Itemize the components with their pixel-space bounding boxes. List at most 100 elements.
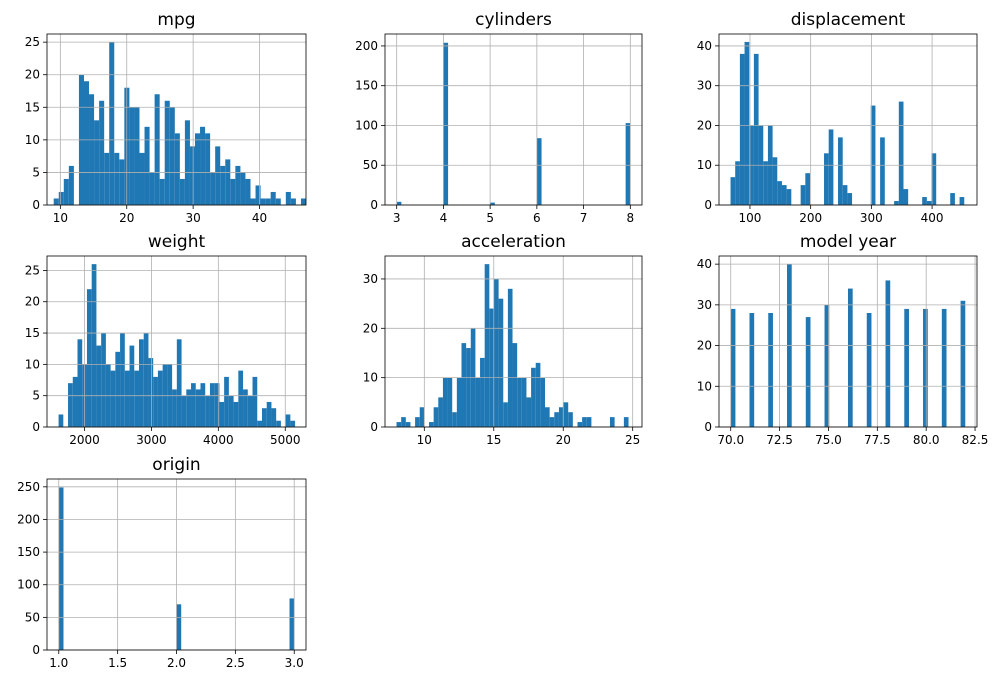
cylinders-ytick-label: 200 <box>355 39 378 53</box>
mpg-xtick-label: 40 <box>252 211 267 225</box>
weight-bar <box>261 408 267 427</box>
displacement-xtick-label: 400 <box>921 211 944 225</box>
weight-bar <box>243 389 248 427</box>
mpg-title: mpg <box>157 10 195 30</box>
acceleration-bar <box>489 308 494 427</box>
mpg-bar <box>139 152 145 205</box>
weight-bar <box>68 383 73 427</box>
weight-xtick-label: 2000 <box>69 433 100 447</box>
weight-bar <box>181 395 187 427</box>
weight-bar <box>200 383 206 427</box>
weight-bar <box>101 333 106 427</box>
acceleration-bar <box>545 407 550 427</box>
mpg-bar <box>215 146 221 205</box>
displacement-bar <box>763 161 768 205</box>
displacement-ytick-label: 20 <box>697 118 712 132</box>
mpg-bar <box>53 198 59 205</box>
acceleration-bar <box>433 407 439 427</box>
acceleration-bar <box>429 422 434 427</box>
acceleration-ytick-label: 0 <box>370 420 378 434</box>
cylinders-axes-frame <box>384 33 643 206</box>
acceleration-ytick-label: 30 <box>363 272 378 286</box>
mpg-bar <box>275 198 281 205</box>
mpg-ytick-label: 10 <box>25 133 40 147</box>
weight-ytick-label: 20 <box>25 295 40 309</box>
cylinders-ytick-label: 150 <box>355 79 378 93</box>
displacement-bar <box>847 193 853 205</box>
acceleration-bar <box>563 402 569 427</box>
panel-acceleration: 10 15 20 25 0 10 20 30 acceleration <box>363 232 643 447</box>
weight-bar <box>157 370 163 427</box>
displacement-ytick-label: 40 <box>697 39 712 53</box>
displacement-bar <box>926 201 932 205</box>
panel-origin: 1.0 1.5 2.0 2.5 3.0 0 50 100 150 200 250 origin <box>17 455 307 670</box>
weight-bar <box>115 351 121 427</box>
cylinders-bar <box>625 123 631 205</box>
weight-bar <box>91 264 97 427</box>
mpg-bar <box>174 133 180 205</box>
cylinders-xtick-label: 3 <box>393 211 401 225</box>
weight-bar <box>209 383 215 427</box>
mpg-xtick-label: 30 <box>185 211 200 225</box>
origin-bar <box>58 487 64 650</box>
weight-ytick-label: 25 <box>25 263 40 277</box>
origin-bar <box>289 598 295 650</box>
panel-mpg: 10 20 30 40 0 5 10 15 20 25 mpg <box>25 10 307 225</box>
weight-bar <box>195 389 201 427</box>
origin-ytick-label: 150 <box>17 545 40 559</box>
weight-xtick-label: 4000 <box>203 433 234 447</box>
acceleration-bar <box>507 288 513 427</box>
displacement-xtick-label: 200 <box>799 211 822 225</box>
mpg-bar <box>169 107 175 205</box>
weight-ytick-label: 10 <box>25 357 40 371</box>
weight-bar <box>110 370 116 427</box>
weight-bar <box>205 395 210 427</box>
weight-bar <box>186 389 192 427</box>
mpg-bar <box>300 198 306 205</box>
panel-cylinders: 3 4 5 6 7 8 0 50 100 150 200 cylinders <box>355 10 643 225</box>
weight-bar <box>271 408 277 427</box>
mpg-bar <box>134 107 140 205</box>
weight-title: weight <box>148 232 206 252</box>
displacement-bar <box>739 53 745 205</box>
acceleration-xtick-label: 25 <box>625 433 640 447</box>
acceleration-bar <box>623 417 629 427</box>
mpg-ytick-label: 5 <box>32 165 40 179</box>
acceleration-axes-frame <box>384 255 643 428</box>
mpg-bar <box>104 152 110 205</box>
weight-bar <box>96 345 102 427</box>
mpg-bar <box>83 81 90 205</box>
acceleration-bar <box>438 397 443 427</box>
cylinders-bar <box>536 138 542 205</box>
displacement-bar <box>903 189 909 205</box>
mpg-ytick-label: 15 <box>25 100 40 114</box>
acceleration-bar <box>568 412 573 427</box>
model-year-bar <box>805 317 811 427</box>
weight-bar <box>276 420 281 427</box>
displacement-title: displacement <box>791 10 906 30</box>
model-year-xtick-label: 77.5 <box>864 433 891 447</box>
weight-ytick-label: 15 <box>25 326 40 340</box>
mpg-bar <box>184 120 190 205</box>
weight-bar <box>214 383 220 427</box>
acceleration-bar <box>535 362 541 427</box>
displacement-ytick-label: 10 <box>697 158 712 172</box>
model-year-bar <box>923 308 928 427</box>
panel-model-year: 70.0 72.5 75.0 77.5 80.0 82.5 0 10 20 30 40 model y… <box>697 232 989 447</box>
acceleration-bar <box>540 377 546 427</box>
model-year-title: model year <box>800 232 896 252</box>
mpg-bar <box>63 178 69 205</box>
displacement-bar <box>824 153 829 205</box>
mpg-bar <box>230 178 236 205</box>
mpg-bar <box>154 94 160 205</box>
model-year-ytick-label: 0 <box>704 420 712 434</box>
mpg-ytick-label: 25 <box>25 35 40 49</box>
weight-bar <box>129 345 135 427</box>
mpg-xtick-label: 20 <box>119 211 134 225</box>
acceleration-bar <box>452 412 457 427</box>
acceleration-bar <box>526 397 532 427</box>
model-year-bar <box>960 300 966 427</box>
origin-ytick-label: 250 <box>17 480 40 494</box>
displacement-ytick-label: 0 <box>704 198 712 212</box>
